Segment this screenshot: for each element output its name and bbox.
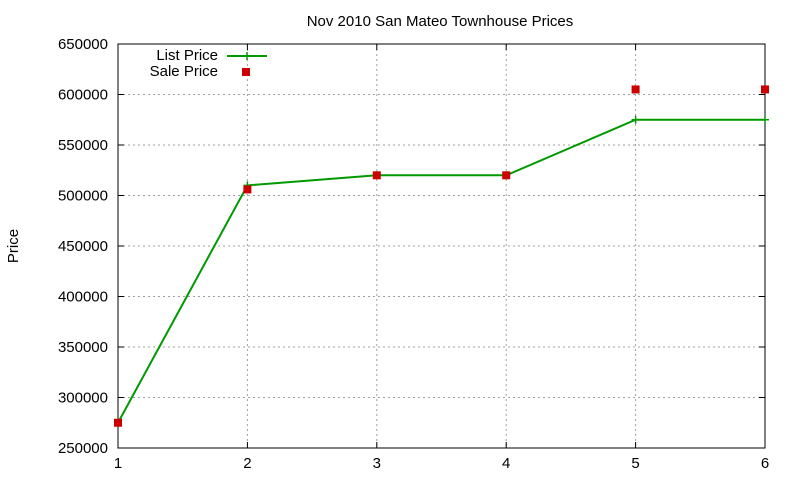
y-tick-label: 350000 [58, 339, 108, 356]
legend: List Price Sale Price [150, 47, 267, 80]
list-price-point [631, 115, 640, 124]
axis-ticks: 1 2 3 4 5 6 250000 300000 350000 400000 450000 5000… [58, 36, 769, 472]
y-tick-label: 550000 [58, 137, 108, 154]
legend-cross [243, 52, 251, 60]
sale-price-point [761, 85, 769, 94]
x-tick-label: 6 [761, 455, 769, 472]
y-tick-label: 450000 [58, 238, 108, 255]
sale-price-point [114, 418, 122, 427]
x-tick-label: 1 [114, 455, 122, 472]
sale-price-point [372, 171, 381, 180]
series-layer [114, 85, 769, 427]
legend-label-list-price: List Price [156, 47, 218, 64]
legend-square [242, 68, 250, 76]
x-tick-label: 3 [373, 455, 381, 472]
sale-price-point [631, 85, 640, 94]
sale-price-point [502, 171, 511, 180]
list-price-point [761, 115, 769, 124]
y-tick-label: 650000 [58, 36, 108, 53]
y-tick-label: 500000 [58, 188, 108, 205]
y-axis-label: Price [5, 229, 22, 263]
y-tick-label: 600000 [58, 87, 108, 104]
y-tick-label: 400000 [58, 289, 108, 306]
x-tick-label: 2 [243, 455, 251, 472]
x-tick-label: 4 [502, 455, 510, 472]
grid-lines [118, 44, 765, 448]
list-price-line [117, 118, 765, 424]
y-tick-label: 300000 [58, 390, 108, 407]
legend-swatch-sale-price [242, 68, 250, 76]
y-tick-label: 250000 [58, 440, 108, 457]
x-tick-label: 5 [631, 455, 639, 472]
legend-label-sale-price: Sale Price [150, 63, 218, 80]
legend-swatch-list-price [227, 52, 267, 60]
chart-title: Nov 2010 San Mateo Townhouse Prices [307, 13, 574, 30]
sale-price-point [243, 185, 252, 194]
